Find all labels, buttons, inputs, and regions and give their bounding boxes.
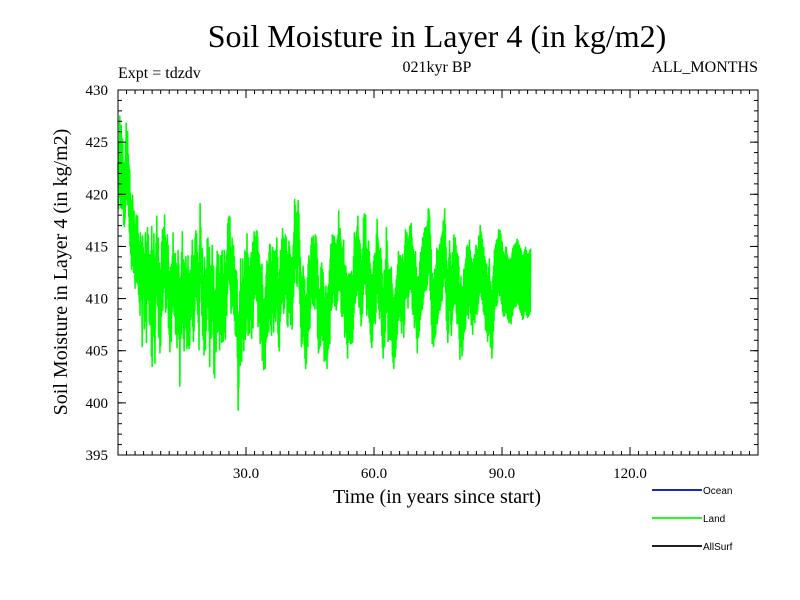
legend-label-allsurf: AllSurf <box>703 542 733 553</box>
y-tick-label: 410 <box>86 292 109 308</box>
plot-area: 30.0 60.0 90.0 120.0 395 400 405 410 415 420 425 43… <box>86 83 759 482</box>
y-tick-label: 425 <box>86 135 109 151</box>
y-axis-label: Soil Moisture in Layer 4 (in kg/m2) <box>50 129 72 416</box>
y-tick-label: 395 <box>86 448 109 464</box>
experiment-label: Expt = tdzdv <box>118 65 201 82</box>
plot-frame <box>117 89 759 456</box>
period-label: 021kyr BP <box>403 59 472 76</box>
x-tick-label: 30.0 <box>233 466 259 482</box>
legend: Ocean Land AllSurf <box>652 486 733 553</box>
legend-label-ocean: Ocean <box>703 486 732 497</box>
x-tick-label: 90.0 <box>489 466 515 482</box>
chart-title: Soil Moisture in Layer 4 (in kg/m2) <box>208 18 667 54</box>
y-tick-label: 405 <box>86 344 109 360</box>
y-tick-label: 420 <box>86 187 109 203</box>
y-tick-label: 415 <box>86 239 109 255</box>
x-tick-label: 120.0 <box>613 466 647 482</box>
x-axis-label: Time (in years since start) <box>333 486 541 508</box>
legend-label-land: Land <box>703 514 725 525</box>
x-tick-label: 60.0 <box>361 466 387 482</box>
series-line-land <box>117 115 532 411</box>
y-tick-label: 430 <box>86 83 109 99</box>
y-tick-label: 400 <box>86 396 109 412</box>
months-label: ALL_MONTHS <box>651 59 758 76</box>
